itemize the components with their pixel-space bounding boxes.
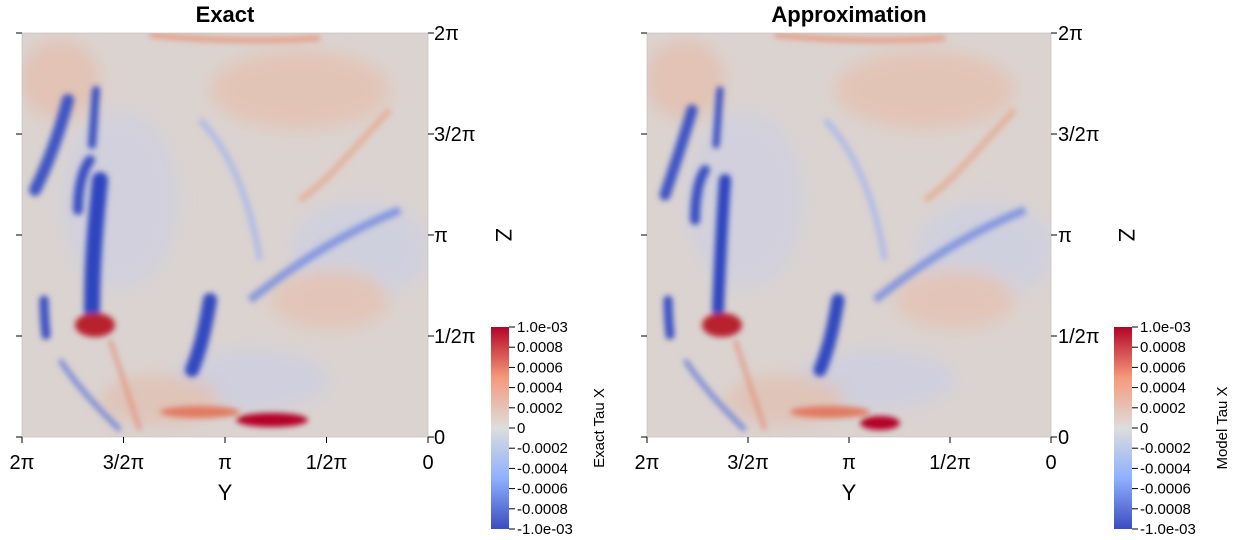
colorbar-tick-label: -0.0006 — [517, 481, 568, 498]
colorbar-tick-label: 0 — [517, 420, 525, 437]
colorbar-tick-label: 0.0006 — [517, 359, 563, 376]
x-tick-label: 2π — [635, 452, 660, 474]
colorbar-label: Exact Tau X — [591, 388, 608, 468]
x-tick-label: 1/2π — [929, 452, 971, 474]
colorbar-tick-label: 0.0008 — [1140, 339, 1186, 356]
y-tick-label: 2π — [434, 23, 459, 45]
y-tick-label: 3/2π — [1058, 124, 1100, 146]
y-axis-ticks: 0 1/2π π 3/2π 2π — [16, 23, 476, 449]
colorbar-tick-label: 1.0e-03 — [1140, 319, 1191, 336]
x-axis-label: Y — [218, 480, 233, 505]
x-tick-label: 2π — [10, 452, 35, 474]
colorbar-tick-label: -0.0008 — [517, 501, 568, 518]
colorbar-tick-label: 1.0e-03 — [517, 319, 568, 336]
colorbar-tick-label: -0.0002 — [1140, 440, 1191, 457]
y-tick-label: 0 — [434, 427, 445, 449]
colorbar-tick-label: 0.0006 — [1140, 359, 1186, 376]
colorbar-scale — [491, 327, 509, 529]
colorbar: 1.0e-03 0.0008 0.0006 0.0004 0.0002 0 -0.0002 -… — [491, 319, 608, 538]
colorbar-tick-label: -1.0e-03 — [1140, 521, 1196, 538]
colorbar-tick-label: -0.0002 — [517, 440, 568, 457]
heatmap-field — [22, 33, 428, 437]
y-tick-label: π — [434, 225, 448, 247]
y-axis-ticks: 0 1/2π π 3/2π 2π — [641, 23, 1100, 449]
x-tick-label: 3/2π — [103, 452, 145, 474]
y-tick-label: 1/2π — [434, 326, 476, 348]
heatmap-field — [647, 33, 1051, 437]
y-tick-label: π — [1058, 225, 1072, 247]
x-tick-label: 3/2π — [727, 452, 769, 474]
y-tick-label: 2π — [1058, 23, 1083, 45]
y-tick-label: 3/2π — [434, 124, 476, 146]
colorbar-tick-label: 0.0008 — [517, 339, 563, 356]
x-axis-ticks: 2π 3/2π π 1/2π 0 — [635, 437, 1057, 474]
x-tick-label: 0 — [1045, 452, 1056, 474]
y-axis-label: Z — [1114, 228, 1139, 241]
chart-title: Approximation — [771, 2, 926, 27]
heatmap-panel-approximation: Approximation — [635, 2, 1231, 538]
colorbar: 1.0e-03 0.0008 0.0006 0.0004 0.0002 0 -0.0002 -… — [1114, 319, 1231, 538]
y-tick-label: 0 — [1058, 427, 1069, 449]
y-tick-label: 1/2π — [1058, 326, 1100, 348]
colorbar-tick-label: 0 — [1140, 420, 1148, 437]
heatmap-panel-exact: Exact — [10, 2, 608, 538]
chart-title: Exact — [196, 2, 255, 27]
colorbar-tick-label: -0.0004 — [1140, 460, 1191, 477]
x-axis-ticks: 2π 3/2π π 1/2π 0 — [10, 437, 434, 474]
colorbar-tick-label: 0.0004 — [1140, 380, 1186, 397]
x-tick-label: 0 — [422, 452, 433, 474]
colorbar-label: Model Tau X — [1214, 386, 1231, 469]
x-tick-label: π — [842, 452, 856, 474]
x-axis-label: Y — [842, 480, 857, 505]
colorbar-scale — [1114, 327, 1132, 529]
colorbar-tick-label: 0.0004 — [517, 380, 563, 397]
x-tick-label: 1/2π — [306, 452, 348, 474]
colorbar-tick-label: 0.0002 — [517, 400, 563, 417]
x-tick-label: π — [218, 452, 232, 474]
colorbar-tick-label: 0.0002 — [1140, 400, 1186, 417]
y-axis-label: Z — [491, 228, 516, 241]
colorbar-tick-label: -0.0004 — [517, 460, 568, 477]
colorbar-tick-label: -0.0008 — [1140, 501, 1191, 518]
colorbar-tick-label: -0.0006 — [1140, 481, 1191, 498]
colorbar-tick-label: -1.0e-03 — [517, 521, 573, 538]
